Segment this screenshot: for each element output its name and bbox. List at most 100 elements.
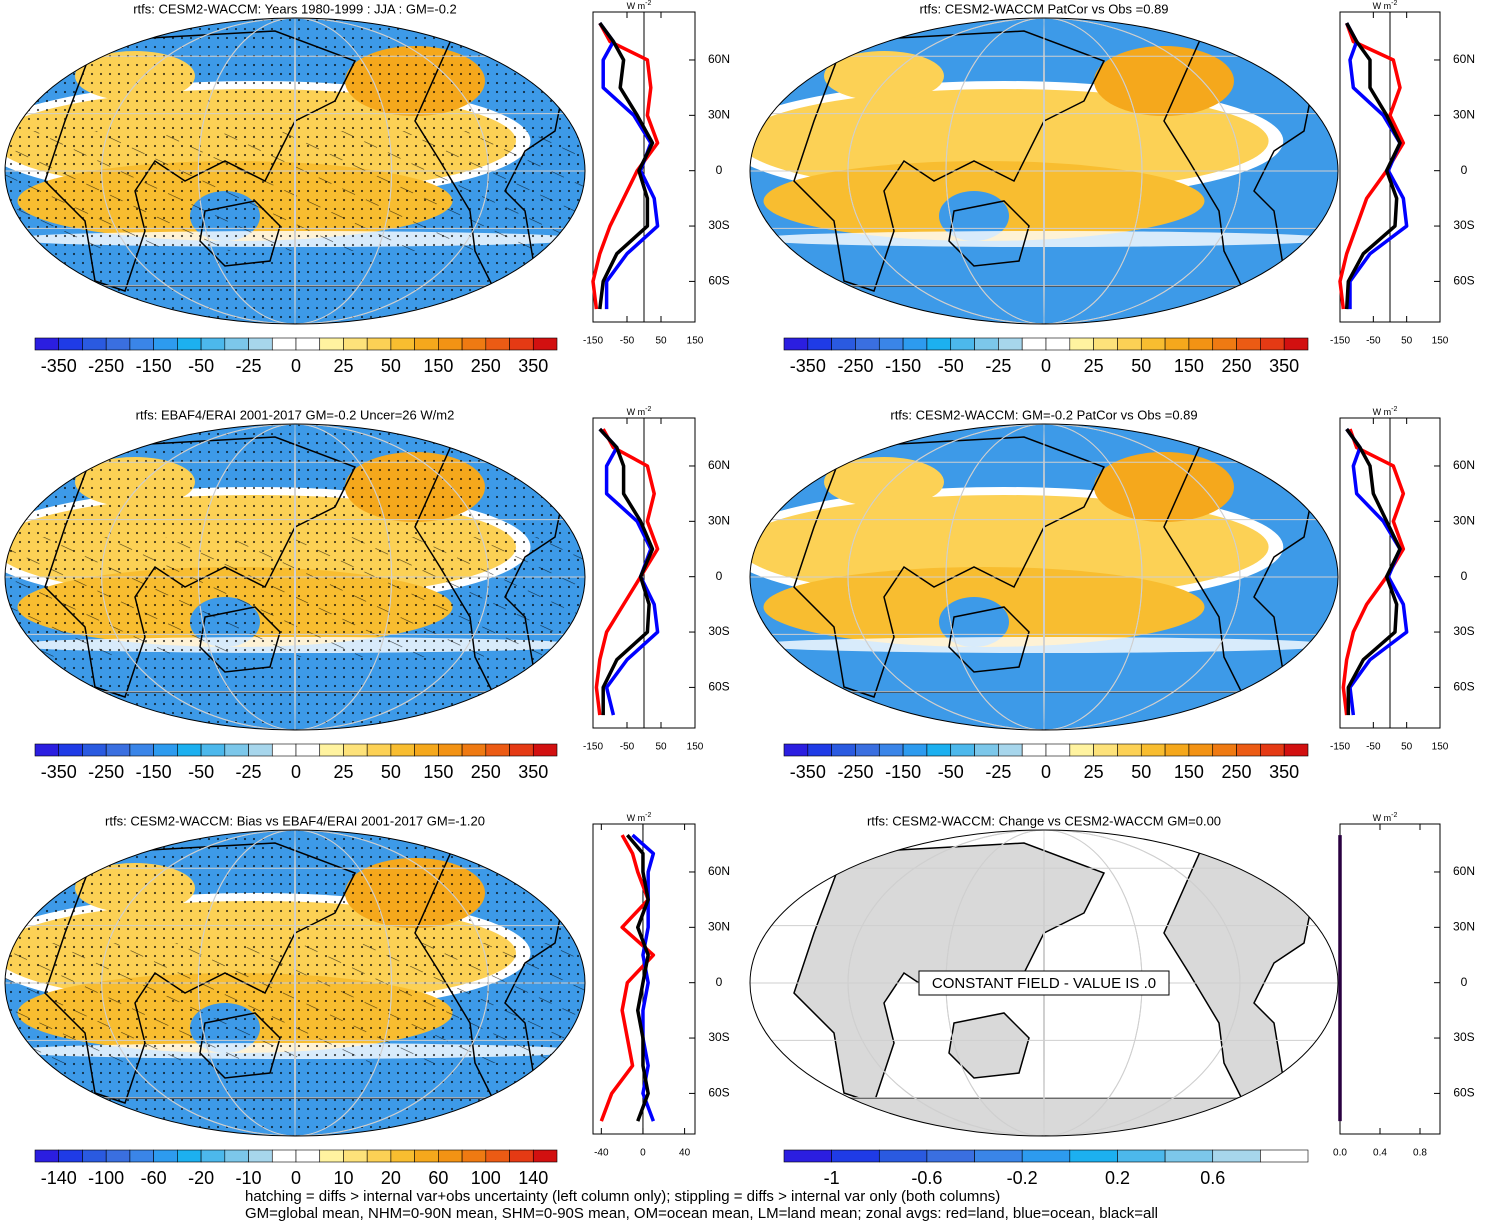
colorbar-box	[532, 1149, 558, 1163]
colorbar-box	[58, 743, 83, 757]
units-sup: -2	[1391, 812, 1397, 819]
colorbar-box	[998, 743, 1023, 757]
colorbar-label: -250	[837, 762, 873, 782]
colorbar-box	[878, 743, 904, 757]
colorbar-box	[177, 1149, 202, 1163]
colorbar-label: -10	[236, 1168, 262, 1188]
colorbar-box	[153, 337, 178, 351]
colorbar-box	[200, 1149, 226, 1163]
zonal-frame	[1339, 823, 1441, 1135]
panel-title: rtfs: EBAF4/ERAI 2001-2017 GM=-0.2 Uncer…	[136, 407, 455, 422]
colorbar-box	[532, 743, 558, 757]
colorbar-label: -250	[88, 762, 124, 782]
colorbar-label: 350	[518, 762, 548, 782]
map-border	[4, 17, 586, 325]
colorbar-label: 25	[333, 356, 353, 376]
units-sup: -2	[1391, 406, 1397, 413]
colorbar-label: 60	[428, 1168, 448, 1188]
colorbar-box	[1021, 337, 1047, 351]
units-sup: -2	[645, 812, 651, 819]
colorbar-label: -150	[136, 356, 172, 376]
note-box	[918, 970, 1170, 996]
x-tick-label: -40	[594, 1148, 609, 1159]
colorbar-label: -350	[41, 356, 77, 376]
x-tick-label: 50	[655, 742, 667, 753]
panel-title: rtfs: CESM2-WACCM: Bias vs EBAF4/ERAI 20…	[105, 813, 485, 828]
colorbar-box	[438, 743, 463, 757]
y-tick-label: 30S	[708, 624, 729, 638]
map-border	[749, 17, 1339, 325]
colorbar-box	[34, 1149, 60, 1163]
map-border	[4, 423, 586, 731]
units-base: W m	[627, 407, 646, 417]
y-tick-label: 30S	[1453, 1030, 1474, 1044]
colorbar-label: 25	[1084, 356, 1104, 376]
colorbar-label: 250	[1222, 356, 1252, 376]
colorbar-box	[200, 337, 226, 351]
warm-band	[1094, 46, 1234, 116]
colorbar-label: -150	[136, 762, 172, 782]
units-sup: -2	[1391, 0, 1397, 7]
units-base: W m	[627, 1, 646, 11]
note: CONSTANT FIELD - VALUE IS .0	[932, 975, 1156, 992]
panel-title: rtfs: CESM2-WACCM PatCor vs Obs =0.89	[919, 1, 1168, 16]
units-sup: -2	[645, 0, 651, 7]
colorbar-box	[509, 743, 534, 757]
colorbar-label: 25	[333, 762, 353, 782]
warm-band	[824, 51, 944, 101]
x-tick-label: 150	[1432, 336, 1449, 347]
colorbar-box	[390, 743, 415, 757]
colorbar-box	[414, 337, 439, 351]
colorbar-box	[1164, 1149, 1214, 1163]
x-tick-label: 150	[1432, 742, 1449, 753]
coastline	[44, 436, 357, 698]
coastline	[199, 200, 281, 267]
colorbar-box	[1260, 1149, 1309, 1163]
colorbar-box	[1236, 337, 1261, 351]
colorbar-box	[1212, 1149, 1261, 1163]
colorbar-box	[248, 743, 273, 757]
y-tick-label: 30N	[708, 108, 730, 122]
units: W m-2	[1373, 406, 1398, 418]
colorbar-box	[248, 1149, 273, 1163]
colorbar-box	[177, 743, 202, 757]
colorbar-label: 0.6	[1200, 1168, 1225, 1188]
colorbar-box	[902, 337, 928, 351]
colorbar-box	[1260, 337, 1285, 351]
colorbar-label: 0	[1041, 356, 1051, 376]
colorbar-box	[1117, 337, 1142, 351]
colorbar-box	[319, 743, 344, 757]
colorbar-label: -50	[938, 356, 964, 376]
colorbar-label: 350	[518, 356, 548, 376]
y-tick-label: 30N	[1453, 514, 1475, 528]
colorbar-box	[153, 743, 178, 757]
panel: rtfs: CESM2-WACCM PatCor vs Obs =0.89 -35…	[749, 0, 1475, 376]
colorbar-box	[129, 743, 154, 757]
y-tick-label: 0	[1461, 163, 1468, 177]
colorbar-box	[82, 337, 107, 351]
map	[5, 424, 585, 730]
y-tick-label: 60S	[1453, 1086, 1474, 1100]
colorbar-box	[1069, 743, 1094, 757]
colorbar-label: 50	[381, 762, 401, 782]
map-border	[749, 829, 1339, 1137]
map-border	[4, 829, 586, 1137]
x-tick-label: 50	[655, 336, 667, 347]
x-tick-label: -150	[1330, 742, 1350, 753]
colorbar-box	[1069, 337, 1094, 351]
colorbar-box	[926, 1149, 975, 1163]
footnote: GM=global mean, NHM=0-90N mean, SHM=0-90…	[245, 1205, 1158, 1221]
colorbar-box	[1164, 337, 1190, 351]
units-sup: -2	[645, 406, 651, 413]
colorbar-box	[974, 337, 999, 351]
x-tick-label: -50	[1366, 336, 1381, 347]
x-tick-label: -50	[620, 742, 635, 753]
map	[750, 424, 1338, 730]
colorbar-box	[224, 1149, 249, 1163]
colorbar-box	[1069, 1149, 1118, 1163]
colorbar-box	[177, 337, 202, 351]
colorbar-label: 250	[471, 762, 501, 782]
colorbar-box	[1260, 743, 1285, 757]
map	[5, 830, 585, 1136]
